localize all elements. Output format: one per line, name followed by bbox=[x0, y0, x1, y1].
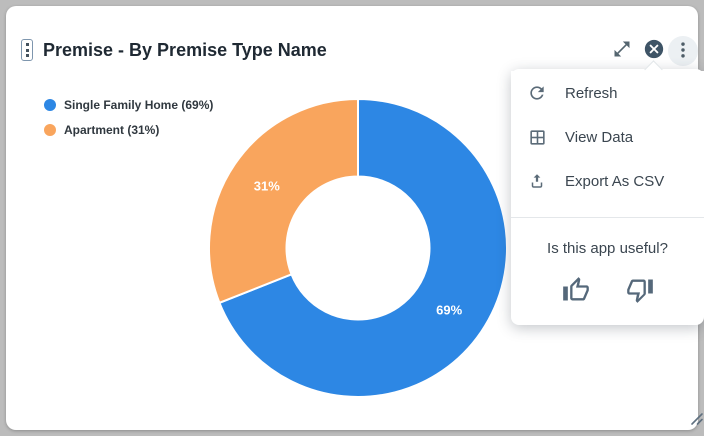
thumbs-up-icon bbox=[562, 276, 590, 307]
expand-button[interactable] bbox=[611, 39, 633, 61]
feedback-buttons bbox=[511, 276, 704, 307]
legend-label: Single Family Home (69%) bbox=[64, 98, 214, 112]
donut-segment-apartment[interactable] bbox=[208, 98, 359, 305]
upload-icon bbox=[527, 171, 547, 191]
menu-divider bbox=[511, 217, 704, 218]
close-button[interactable] bbox=[642, 38, 666, 62]
legend-item-single-family-home[interactable]: Single Family Home (69%) bbox=[44, 98, 213, 112]
feedback-section: Is this app useful? bbox=[511, 218, 704, 305]
more-vert-icon bbox=[672, 39, 694, 64]
menu-item-view-data[interactable]: View Data bbox=[511, 115, 704, 159]
slice-label: 31% bbox=[254, 179, 280, 194]
refresh-icon bbox=[527, 83, 547, 103]
widget-title: Premise - By Premise Type Name bbox=[43, 40, 327, 60]
legend-label: Apartment (31%) bbox=[64, 123, 160, 137]
resize-grip-icon[interactable] bbox=[687, 409, 704, 427]
open-in-full-icon bbox=[612, 39, 632, 62]
drag-handle-icon[interactable] bbox=[21, 39, 33, 61]
close-circle-icon bbox=[643, 38, 665, 63]
thumbs-up-button[interactable] bbox=[561, 276, 591, 307]
table-grid-icon bbox=[527, 127, 547, 147]
thumbs-down-icon bbox=[626, 276, 654, 307]
thumbs-down-button[interactable] bbox=[625, 277, 655, 305]
widget-menu: Refresh View Data bbox=[511, 60, 704, 325]
chart-legend: Single Family Home (69%) Apartment (31%) bbox=[44, 98, 213, 148]
legend-dot bbox=[44, 124, 56, 136]
menu-item-export-csv[interactable]: Export As CSV bbox=[511, 159, 704, 203]
menu-item-label: View Data bbox=[565, 128, 634, 146]
legend-dot bbox=[44, 99, 56, 111]
feedback-question: Is this app useful? bbox=[547, 240, 668, 257]
donut-chart: 69% 31% bbox=[208, 98, 508, 398]
widget-card: Premise - By Premise Type Name bbox=[6, 6, 704, 430]
menu-item-refresh[interactable]: Refresh bbox=[511, 71, 704, 115]
donut-segment-single-family-home[interactable] bbox=[218, 98, 508, 398]
menu-item-label: Refresh bbox=[565, 84, 618, 102]
more-options-button[interactable] bbox=[668, 36, 698, 66]
legend-item-apartment[interactable]: Apartment (31%) bbox=[44, 123, 213, 137]
slice-label: 69% bbox=[436, 303, 462, 318]
menu-item-label: Export As CSV bbox=[565, 172, 665, 190]
